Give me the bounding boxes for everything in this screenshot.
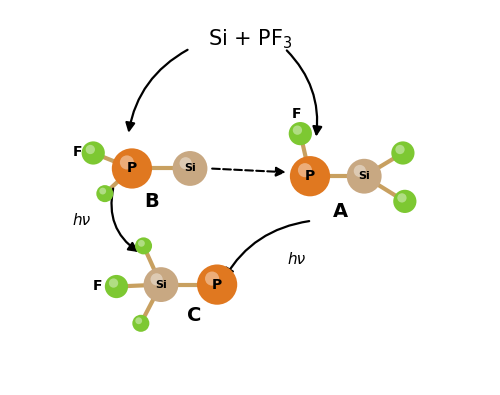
Circle shape bbox=[136, 317, 142, 324]
Circle shape bbox=[293, 126, 302, 135]
Circle shape bbox=[109, 278, 118, 288]
Circle shape bbox=[86, 145, 95, 154]
FancyArrowPatch shape bbox=[226, 221, 309, 276]
Text: Si + PF$_3$: Si + PF$_3$ bbox=[208, 27, 292, 51]
Text: F: F bbox=[92, 279, 102, 293]
Circle shape bbox=[172, 151, 208, 186]
Circle shape bbox=[398, 193, 406, 203]
Circle shape bbox=[100, 188, 106, 194]
FancyArrowPatch shape bbox=[126, 50, 188, 130]
Circle shape bbox=[392, 141, 414, 165]
Text: hν: hν bbox=[72, 213, 90, 228]
Circle shape bbox=[354, 165, 366, 177]
Circle shape bbox=[135, 237, 152, 254]
Circle shape bbox=[120, 155, 134, 169]
Text: B: B bbox=[144, 192, 158, 211]
Circle shape bbox=[197, 265, 237, 305]
FancyArrowPatch shape bbox=[287, 51, 321, 134]
Text: Si: Si bbox=[184, 164, 196, 173]
Text: F: F bbox=[73, 145, 83, 159]
Text: P: P bbox=[305, 169, 315, 183]
Circle shape bbox=[288, 122, 312, 145]
Circle shape bbox=[144, 267, 178, 302]
Circle shape bbox=[82, 141, 105, 165]
Text: Si: Si bbox=[155, 280, 167, 290]
Text: P: P bbox=[212, 278, 222, 292]
Circle shape bbox=[112, 149, 152, 188]
Circle shape bbox=[396, 145, 404, 154]
Text: F: F bbox=[292, 107, 301, 121]
Circle shape bbox=[205, 271, 219, 286]
Circle shape bbox=[347, 159, 382, 194]
Text: A: A bbox=[334, 201, 348, 220]
Text: P: P bbox=[127, 162, 137, 175]
FancyArrowPatch shape bbox=[112, 188, 136, 251]
Circle shape bbox=[180, 157, 192, 169]
Circle shape bbox=[298, 163, 312, 177]
Text: C: C bbox=[186, 306, 201, 325]
Circle shape bbox=[150, 273, 162, 286]
Circle shape bbox=[290, 156, 330, 196]
Circle shape bbox=[393, 190, 416, 213]
Text: Si: Si bbox=[358, 171, 370, 181]
Circle shape bbox=[96, 185, 114, 202]
Circle shape bbox=[105, 275, 128, 298]
Circle shape bbox=[132, 315, 150, 332]
Circle shape bbox=[138, 240, 145, 247]
Text: hν: hν bbox=[288, 252, 306, 267]
